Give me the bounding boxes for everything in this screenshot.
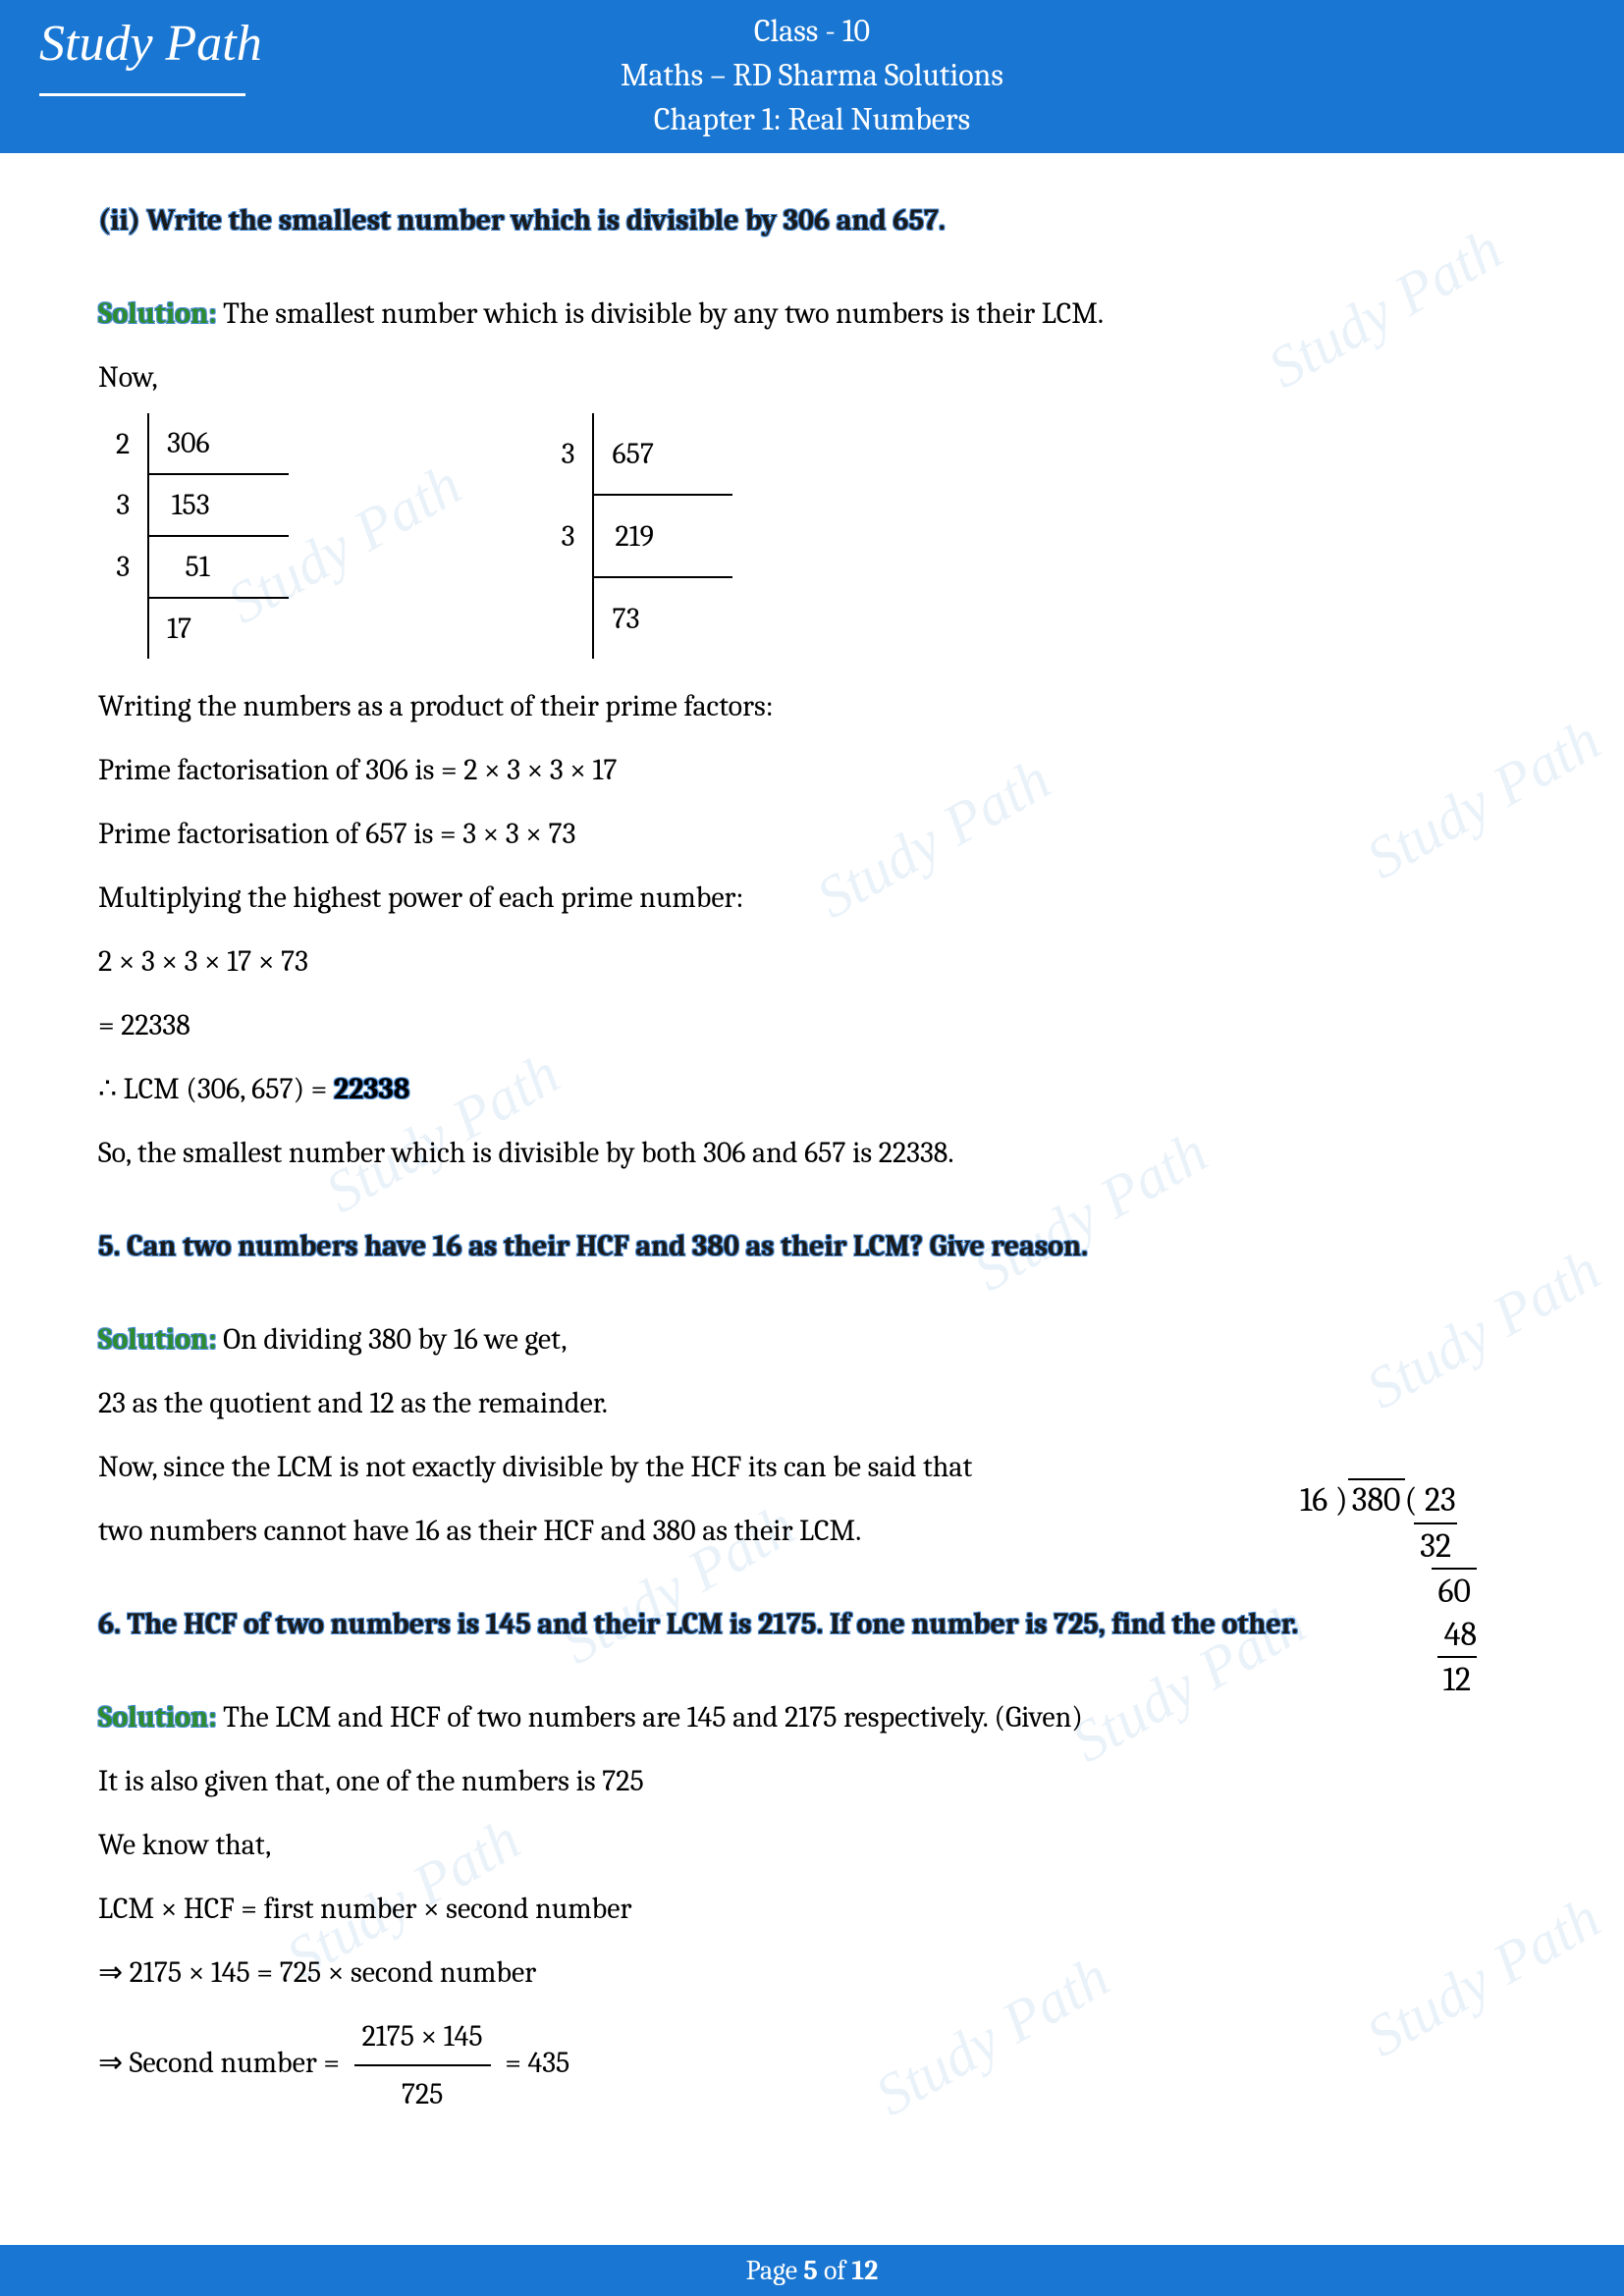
q4ii-now: Now, <box>98 349 1526 405</box>
f657-d1: 3 <box>544 495 594 577</box>
f306-n3: 17 <box>148 598 288 659</box>
longdiv-s2: 48 <box>1444 1615 1477 1654</box>
f306-d1: 3 <box>98 474 148 536</box>
f306-d3 <box>98 598 148 659</box>
q5-question: 5. Can two numbers have 16 as their HCF … <box>98 1218 1526 1274</box>
f306-d2: 3 <box>98 536 148 598</box>
q4ii-calc: 2 × 3 × 3 × 17 × 73 <box>98 934 1526 989</box>
header-chapter: Chapter 1: Real Numbers <box>0 98 1624 142</box>
fraction: 2175 × 145 725 <box>354 2008 491 2122</box>
page-content: (ii) Write the smallest number which is … <box>0 153 1624 2248</box>
q6-eq1: LCM × HCF = first number × second number <box>98 1881 1526 1937</box>
q4ii-pf657: Prime factorisation of 657 is = 3 × 3 × … <box>98 806 1526 862</box>
solution-label: Solution: <box>98 1322 217 1357</box>
q4ii-mult-line: Multiplying the highest power of each pr… <box>98 870 1526 926</box>
factor-tables: 2306 3153 351 17 3657 3219 73 <box>98 413 1526 659</box>
q5-line4: two numbers cannot have 16 as their HCF … <box>98 1503 1178 1559</box>
q4ii-result: = 22338 <box>98 997 1526 1053</box>
q5-line3: Now, since the LCM is not exactly divisi… <box>98 1439 1178 1495</box>
f306-n0: 306 <box>148 413 288 474</box>
q4ii-lcm-prefix: ∴ LCM (306, 657) = <box>98 1072 334 1106</box>
q6-eq3: ⇒ Second number = 2175 × 145 725 = 435 <box>98 2008 1526 2122</box>
footer-total: 12 <box>851 2255 878 2286</box>
q4ii-intro: The smallest number which is divisible b… <box>217 296 1105 331</box>
solution-label: Solution: <box>98 296 217 331</box>
f306-d0: 2 <box>98 413 148 474</box>
solution-label: Solution: <box>98 1700 217 1735</box>
q5-body: Solution: On dividing 380 by 16 we get, … <box>98 1311 1178 1559</box>
q6-eq2: ⇒ 2175 × 145 = 725 × second number <box>98 1945 1526 2001</box>
q5-line1: On dividing 380 by 16 we get, <box>217 1322 568 1357</box>
q4ii-products-line: Writing the numbers as a product of thei… <box>98 678 1526 734</box>
frac-num: 2175 × 145 <box>354 2008 491 2066</box>
q6-eq3-suffix: = 435 <box>505 2046 569 2080</box>
f657-n0: 657 <box>593 413 731 495</box>
f657-d0: 3 <box>544 413 594 495</box>
q5-line2: 23 as the quotient and 12 as the remaind… <box>98 1375 1178 1431</box>
page-footer: Page 5 of 12 <box>0 2245 1624 2296</box>
factor-table-657: 3657 3219 73 <box>544 413 732 659</box>
f306-n2: 51 <box>148 536 288 598</box>
longdiv-quotient: 23 <box>1425 1480 1456 1520</box>
frac-den: 725 <box>354 2066 491 2122</box>
q6-eq3-prefix: ⇒ Second number = <box>98 2046 347 2080</box>
footer-page: 5 <box>803 2255 818 2286</box>
f657-n1: 219 <box>593 495 731 577</box>
q6-line2: It is also given that, one of the number… <box>98 1753 1526 1809</box>
q4ii-solution-intro: Solution: The smallest number which is d… <box>98 286 1526 342</box>
footer-middle: of <box>818 2255 852 2286</box>
q4ii-question: (ii) Write the smallest number which is … <box>98 192 1526 248</box>
q4ii-lcm-value: 22338 <box>334 1072 410 1106</box>
longdiv-top: 16 )380( 23 <box>1300 1478 1526 1522</box>
longdiv-dividend: 380 <box>1352 1480 1401 1520</box>
f306-n1: 153 <box>148 474 288 536</box>
q5-line1-wrap: Solution: On dividing 380 by 16 we get, <box>98 1311 1178 1367</box>
factor-table-306: 2306 3153 351 17 <box>98 413 289 659</box>
footer-prefix: Page <box>746 2255 804 2286</box>
longdiv-s1: 32 <box>1414 1522 1457 1568</box>
long-division: 16 )380( 23 32 60 48 12 <box>1300 1478 1526 1701</box>
f657-n2: 73 <box>593 577 731 659</box>
q6-line3: We know that, <box>98 1817 1526 1873</box>
q4ii-lcm-line: ∴ LCM (306, 657) = 22338 <box>98 1061 1526 1117</box>
page-header: Study Path Class - 10 Maths – RD Sharma … <box>0 0 1624 153</box>
q4ii-pf306: Prime factorisation of 306 is = 2 × 3 × … <box>98 742 1526 798</box>
logo-text: Study Path <box>39 15 262 73</box>
f657-d2 <box>544 577 594 659</box>
longdiv-r2: 12 <box>1437 1656 1477 1701</box>
q4ii-conclusion: So, the smallest number which is divisib… <box>98 1125 1526 1181</box>
logo-underline <box>39 93 245 96</box>
q6-line1: The LCM and HCF of two numbers are 145 a… <box>217 1700 1083 1735</box>
longdiv-divisor: 16 <box>1300 1480 1327 1520</box>
longdiv-r1: 60 <box>1432 1568 1477 1613</box>
